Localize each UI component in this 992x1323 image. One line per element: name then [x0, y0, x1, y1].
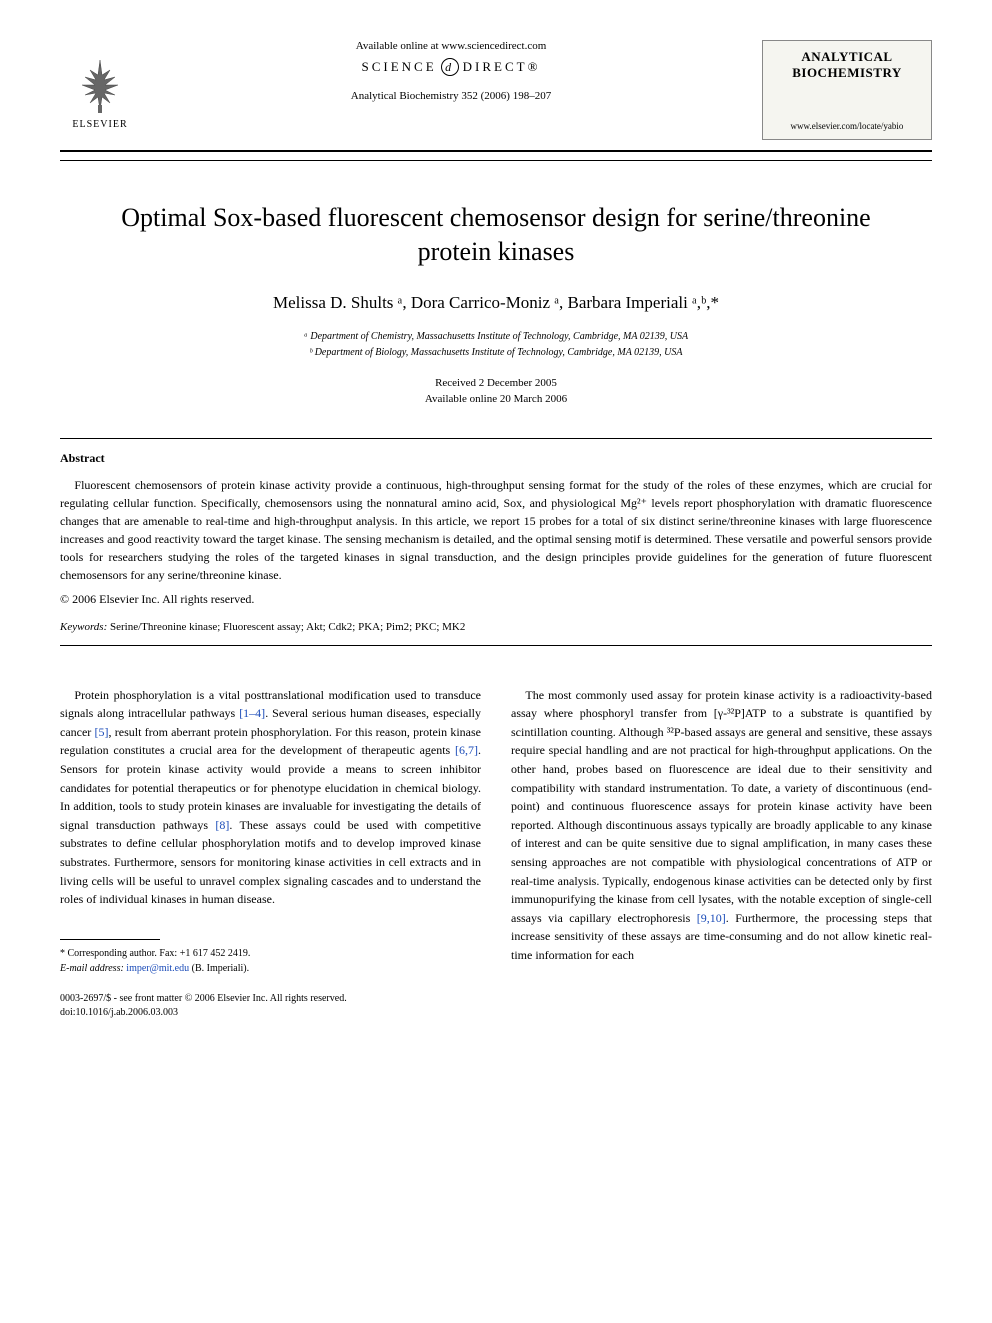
footnote-divider	[60, 939, 160, 940]
header-rule-thin	[60, 160, 932, 161]
publisher-name: ELSEVIER	[72, 119, 127, 130]
doi-line: doi:10.1016/j.ab.2006.03.003	[60, 1006, 481, 1020]
corresponding-email-line: E-mail address: imper@mit.edu (B. Imperi…	[60, 961, 481, 976]
ref-link[interactable]: [1–4]	[239, 706, 265, 720]
affiliation-b: ᵇ Department of Biology, Massachusetts I…	[60, 345, 932, 361]
body-text: , result from aberrant protein phosphory…	[60, 725, 481, 758]
sd-symbol: d	[441, 58, 459, 76]
available-online-text: Available online at www.sciencedirect.co…	[160, 40, 742, 52]
ref-link[interactable]: [6,7]	[455, 743, 478, 757]
footer-issn-doi: 0003-2697/$ - see front matter © 2006 El…	[60, 992, 481, 1020]
center-header: Available online at www.sciencedirect.co…	[140, 40, 762, 102]
issn-line: 0003-2697/$ - see front matter © 2006 El…	[60, 992, 481, 1006]
body-column-left: Protein phosphorylation is a vital postt…	[60, 686, 481, 1020]
keywords-label: Keywords:	[60, 621, 107, 633]
email-label: E-mail address:	[60, 963, 124, 974]
journal-cover-box: ANALYTICAL BIOCHEMISTRY www.elsevier.com…	[762, 40, 932, 140]
elsevier-tree-icon	[70, 55, 130, 115]
body-columns: Protein phosphorylation is a vital postt…	[60, 686, 932, 1020]
header-row: ELSEVIER Available online at www.science…	[60, 40, 932, 140]
abstract-heading: Abstract	[60, 451, 932, 466]
journal-title: ANALYTICAL BIOCHEMISTRY	[771, 49, 923, 81]
keywords-list: Serine/Threonine kinase; Fluorescent ass…	[110, 621, 465, 633]
abstract-bottom-rule	[60, 645, 932, 646]
ref-link[interactable]: [9,10]	[697, 911, 726, 925]
article-title: Optimal Sox-based fluorescent chemosenso…	[100, 201, 892, 269]
abstract-top-rule	[60, 438, 932, 439]
affiliation-a: ᵃ Department of Chemistry, Massachusetts…	[60, 329, 932, 345]
publisher-logo: ELSEVIER	[60, 40, 140, 130]
journal-url: www.elsevier.com/locate/yabio	[771, 121, 923, 131]
ref-link[interactable]: [5]	[95, 725, 109, 739]
sd-left: SCIENCE	[362, 59, 437, 75]
ref-link[interactable]: [8]	[215, 818, 229, 832]
received-date: Received 2 December 2005	[60, 375, 932, 392]
corresponding-author-note: * Corresponding author. Fax: +1 617 452 …	[60, 946, 481, 976]
body-column-right: The most commonly used assay for protein…	[511, 686, 932, 1020]
keywords-line: Keywords: Serine/Threonine kinase; Fluor…	[60, 621, 932, 633]
journal-citation: Analytical Biochemistry 352 (2006) 198–2…	[160, 90, 742, 102]
body-paragraph-2: The most commonly used assay for protein…	[511, 686, 932, 965]
authors-line: Melissa D. Shults ᵃ, Dora Carrico-Moniz …	[60, 293, 932, 313]
body-text: The most commonly used assay for protein…	[511, 688, 932, 925]
science-direct-logo: SCIENCE d DIRECT®	[160, 58, 742, 76]
abstract-copyright: © 2006 Elsevier Inc. All rights reserved…	[60, 592, 932, 607]
header-rule-thick	[60, 150, 932, 152]
email-name: (B. Imperiali).	[192, 963, 249, 974]
available-online-date: Available online 20 March 2006	[60, 391, 932, 408]
corresponding-fax: * Corresponding author. Fax: +1 617 452 …	[60, 946, 481, 961]
email-link[interactable]: imper@mit.edu	[126, 963, 189, 974]
body-paragraph-1: Protein phosphorylation is a vital postt…	[60, 686, 481, 909]
affiliations: ᵃ Department of Chemistry, Massachusetts…	[60, 329, 932, 361]
article-dates: Received 2 December 2005 Available onlin…	[60, 375, 932, 408]
abstract-text: Fluorescent chemosensors of protein kina…	[60, 476, 932, 584]
sd-right: DIRECT®	[463, 59, 541, 75]
